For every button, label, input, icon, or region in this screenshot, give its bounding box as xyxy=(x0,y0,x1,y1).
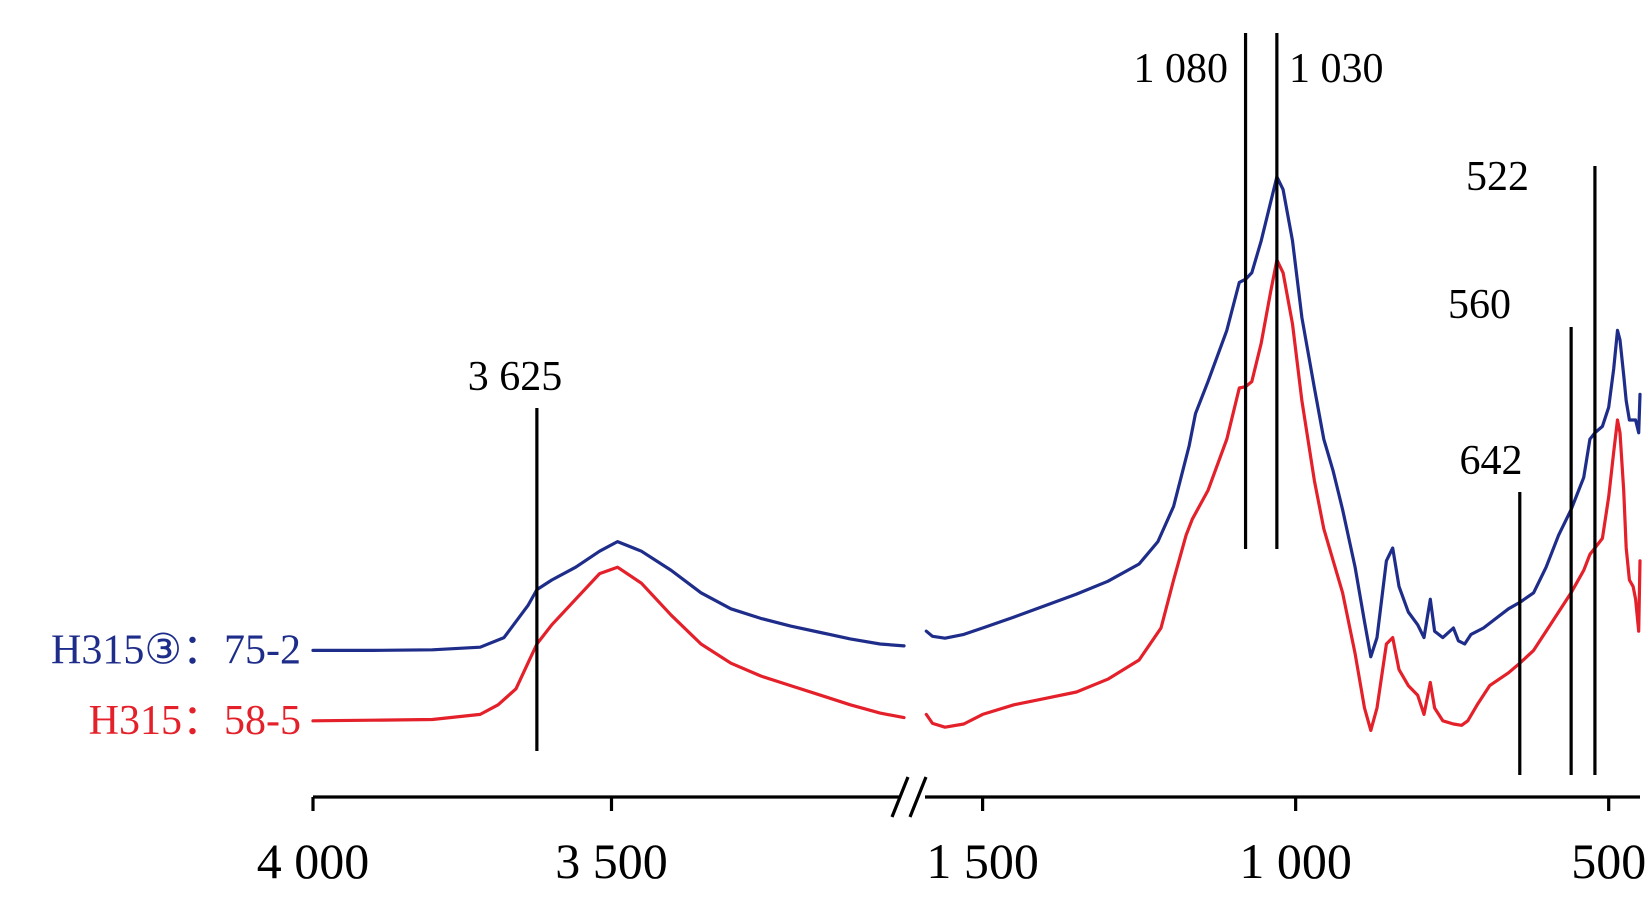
peak-label: 522 xyxy=(1466,154,1529,200)
x-tick-label: 1 000 xyxy=(1239,833,1352,889)
peak-label: 3 625 xyxy=(468,354,563,400)
x-tick-label: 1 500 xyxy=(926,833,1039,889)
x-tick-label: 3 500 xyxy=(555,833,668,889)
series-line-1-segment-2 xyxy=(924,175,1642,659)
series-line-2-segment-1 xyxy=(311,565,906,723)
axis-break-mark xyxy=(908,776,928,818)
series-label: H315③：75-2 xyxy=(51,627,301,673)
peak-label: 642 xyxy=(1460,438,1523,484)
series-lines xyxy=(311,175,1642,732)
series-labels: H315③：75-2 H315：58-5 xyxy=(51,627,301,743)
peak-label: 1 030 xyxy=(1289,46,1384,92)
x-tick-label: 4 000 xyxy=(257,833,370,889)
series-line-2-segment-2 xyxy=(924,258,1642,732)
x-axis: 4 000 3 500 1 500 1 000 500 xyxy=(257,776,1645,889)
peak-label: 560 xyxy=(1448,282,1511,328)
series-label: H315：58-5 xyxy=(89,698,301,744)
peak-label: 1 080 xyxy=(1134,46,1229,92)
x-tick-label: 500 xyxy=(1571,833,1645,889)
axis-break-mark xyxy=(890,776,910,818)
series-line-1-segment-1 xyxy=(311,540,906,652)
peak-annotations: 3 625 1 080 1 030 642 560 522 xyxy=(468,33,1597,775)
